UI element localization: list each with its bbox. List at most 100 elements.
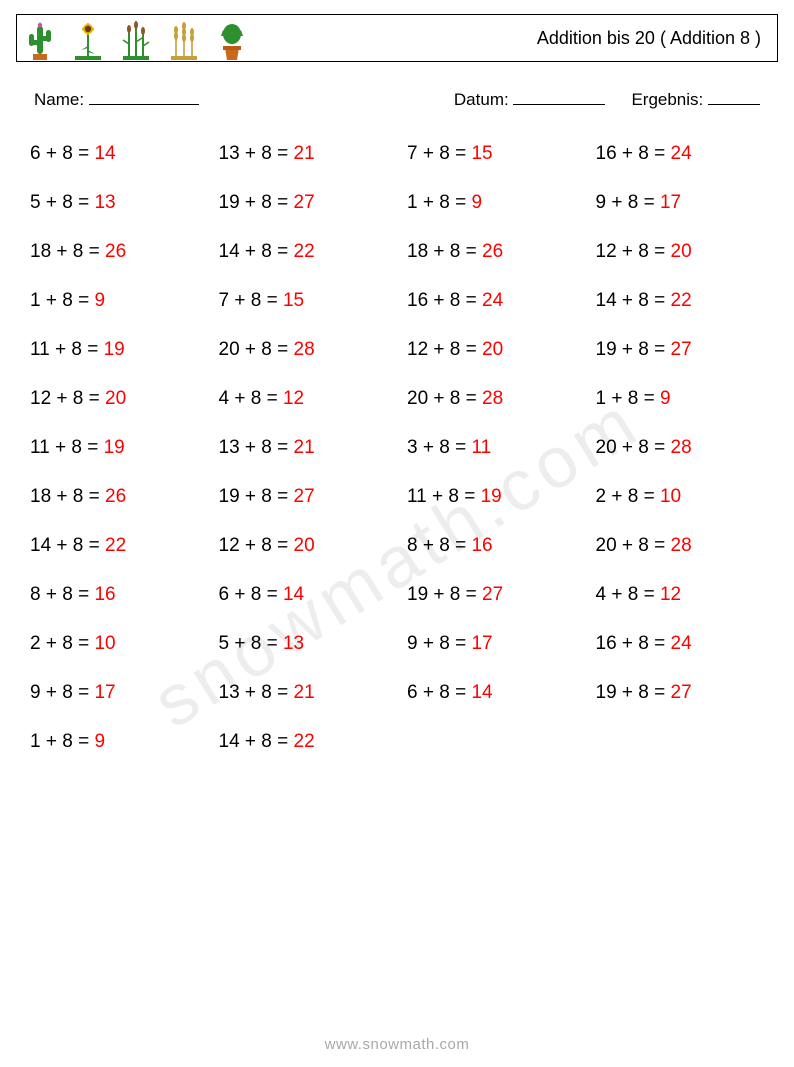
problem-cell: 16 + 8 = 24: [596, 634, 775, 653]
problem-expression: 20 + 8 =: [596, 535, 671, 556]
problem-cell: 11 + 8 = 19: [30, 438, 209, 457]
problem-cell: 13 + 8 = 21: [219, 683, 398, 702]
worksheet-page: Addition bis 20 ( Addition 8 ) Name: Dat…: [0, 14, 794, 1067]
problem-answer: 20: [294, 535, 315, 556]
problem-cell: 19 + 8 = 27: [219, 487, 398, 506]
problem-expression: 14 + 8 =: [219, 731, 294, 752]
problem-expression: 2 + 8 =: [596, 486, 660, 507]
problem-answer: 26: [482, 241, 503, 262]
problem-cell: 20 + 8 = 28: [596, 536, 775, 555]
problem-answer: 21: [294, 143, 315, 164]
problem-cell: 11 + 8 = 19: [407, 487, 586, 506]
cactus-icon: [23, 20, 57, 60]
problem-cell: 7 + 8 = 15: [407, 144, 586, 163]
problem-expression: 19 + 8 =: [407, 584, 482, 605]
problem-answer: 13: [94, 192, 115, 213]
problem-answer: 9: [660, 388, 671, 409]
problem-cell: 1 + 8 = 9: [30, 291, 209, 310]
problem-cell: [407, 732, 586, 751]
problem-answer: 20: [482, 339, 503, 360]
problem-answer: 17: [471, 633, 492, 654]
problem-expression: 12 + 8 =: [219, 535, 294, 556]
problem-expression: 14 + 8 =: [30, 535, 105, 556]
date-blank[interactable]: [513, 88, 605, 105]
problem-answer: 16: [471, 535, 492, 556]
problem-cell: 14 + 8 = 22: [219, 242, 398, 261]
problem-answer: 22: [105, 535, 126, 556]
sunflower-icon: [71, 20, 105, 60]
problem-expression: 18 + 8 =: [407, 241, 482, 262]
problem-cell: [596, 732, 775, 751]
problem-expression: 18 + 8 =: [30, 241, 105, 262]
score-label: Ergebnis:: [631, 90, 703, 109]
problem-answer: 21: [294, 437, 315, 458]
potted-plant-icon: [215, 20, 249, 60]
problem-expression: 20 + 8 =: [219, 339, 294, 360]
problem-expression: 11 + 8 =: [407, 486, 481, 507]
problem-expression: 18 + 8 =: [30, 486, 105, 507]
problem-cell: 19 + 8 = 27: [596, 683, 775, 702]
problem-expression: 16 + 8 =: [407, 290, 482, 311]
plant-icons: [23, 14, 249, 62]
wheat-icon: [167, 20, 201, 60]
problem-cell: 14 + 8 = 22: [596, 291, 775, 310]
problem-cell: 8 + 8 = 16: [407, 536, 586, 555]
problem-cell: 5 + 8 = 13: [30, 193, 209, 212]
problem-answer: 26: [105, 241, 126, 262]
problem-expression: 16 + 8 =: [596, 633, 671, 654]
problem-expression: 12 + 8 =: [596, 241, 671, 262]
problem-answer: 28: [294, 339, 315, 360]
problem-cell: 18 + 8 = 26: [407, 242, 586, 261]
problem-cell: 19 + 8 = 27: [219, 193, 398, 212]
problem-answer: 27: [482, 584, 503, 605]
problem-expression: 9 + 8 =: [407, 633, 471, 654]
problem-answer: 14: [471, 682, 492, 703]
problem-cell: 13 + 8 = 21: [219, 144, 398, 163]
problem-answer: 9: [94, 731, 105, 752]
problem-answer: 15: [283, 290, 304, 311]
score-field: Ergebnis:: [631, 88, 760, 110]
problem-cell: 8 + 8 = 16: [30, 585, 209, 604]
problem-answer: 20: [671, 241, 692, 262]
problem-answer: 24: [482, 290, 503, 311]
problem-cell: 18 + 8 = 26: [30, 242, 209, 261]
problem-cell: 12 + 8 = 20: [219, 536, 398, 555]
problem-answer: 28: [671, 437, 692, 458]
problem-expression: 2 + 8 =: [30, 633, 94, 654]
problem-expression: 6 + 8 =: [407, 682, 471, 703]
problem-cell: 1 + 8 = 9: [596, 389, 775, 408]
problem-answer: 16: [94, 584, 115, 605]
problem-expression: 19 + 8 =: [596, 339, 671, 360]
score-blank[interactable]: [708, 88, 760, 105]
problem-answer: 17: [660, 192, 681, 213]
problem-cell: 18 + 8 = 26: [30, 487, 209, 506]
problem-expression: 1 + 8 =: [596, 388, 660, 409]
problem-expression: 14 + 8 =: [219, 241, 294, 262]
problem-expression: 4 + 8 =: [596, 584, 660, 605]
problem-expression: 5 + 8 =: [219, 633, 283, 654]
problem-expression: 20 + 8 =: [407, 388, 482, 409]
problem-cell: 20 + 8 = 28: [407, 389, 586, 408]
problem-cell: 4 + 8 = 12: [219, 389, 398, 408]
problem-cell: 4 + 8 = 12: [596, 585, 775, 604]
problem-cell: 14 + 8 = 22: [219, 732, 398, 751]
problem-cell: 12 + 8 = 20: [30, 389, 209, 408]
problem-expression: 5 + 8 =: [30, 192, 94, 213]
problem-expression: 11 + 8 =: [30, 339, 104, 360]
problem-answer: 28: [482, 388, 503, 409]
problem-cell: 12 + 8 = 20: [596, 242, 775, 261]
problem-cell: 13 + 8 = 21: [219, 438, 398, 457]
name-blank[interactable]: [89, 88, 199, 105]
problem-expression: 1 + 8 =: [30, 731, 94, 752]
problem-cell: 19 + 8 = 27: [407, 585, 586, 604]
problems-grid: 6 + 8 = 14 13 + 8 = 21 7 + 8 = 15 16 + 8 = …: [0, 144, 794, 751]
problem-answer: 28: [671, 535, 692, 556]
problem-answer: 17: [94, 682, 115, 703]
problem-answer: 11: [471, 437, 491, 458]
problem-cell: 1 + 8 = 9: [407, 193, 586, 212]
problem-cell: 9 + 8 = 17: [407, 634, 586, 653]
problem-answer: 27: [294, 486, 315, 507]
problem-expression: 7 + 8 =: [407, 143, 471, 164]
problem-answer: 27: [671, 339, 692, 360]
problem-cell: 20 + 8 = 28: [219, 340, 398, 359]
